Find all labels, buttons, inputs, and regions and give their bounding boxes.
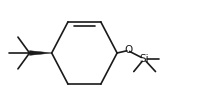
Text: Si: Si [139, 54, 149, 64]
Polygon shape [30, 51, 52, 55]
Text: O: O [124, 45, 132, 55]
